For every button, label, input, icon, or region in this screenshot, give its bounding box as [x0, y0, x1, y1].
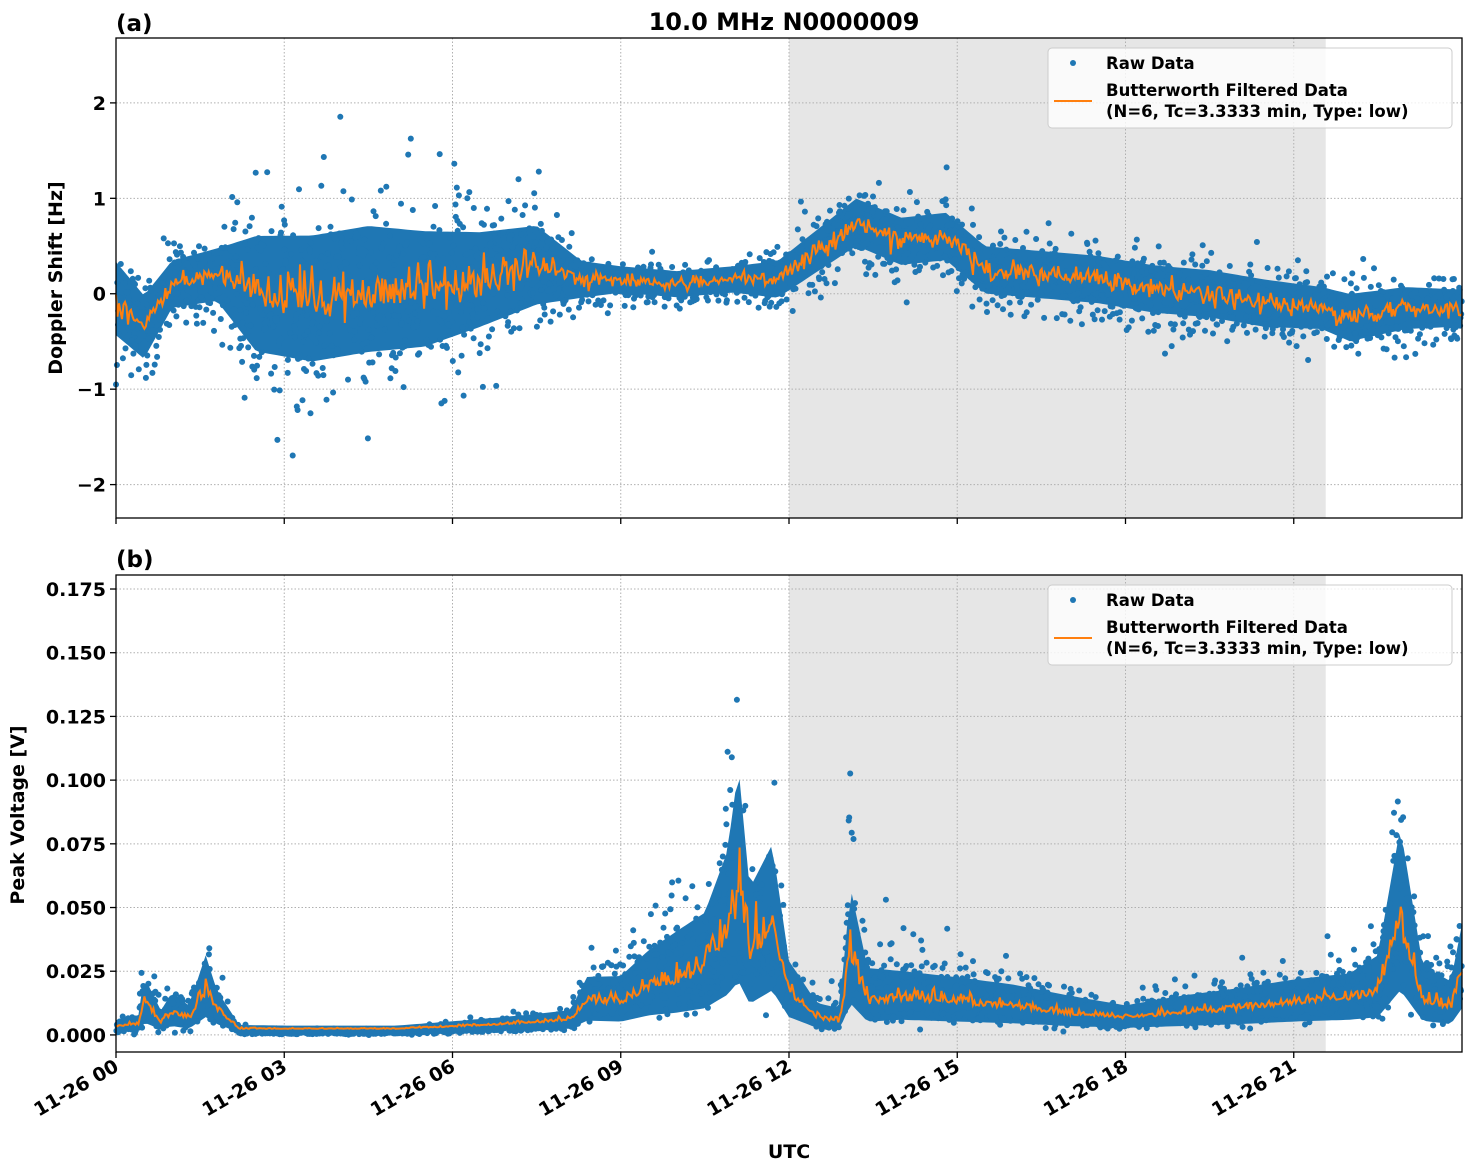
- legend-box: [1047, 47, 1453, 129]
- y-tick-label: 0.050: [46, 898, 106, 920]
- raw-data-scatter: [113, 696, 1465, 1038]
- y-tick-label: −2: [77, 475, 106, 497]
- y-tick-label: −1: [77, 379, 106, 401]
- panel-a-doppler-shift: −2 −1 0 1 2 (a) 10.0 MHz N0000009 Doppler Sh…: [45, 8, 1465, 524]
- x-ticks: 11-26 00 11-26 03 11-26 06 11-26 09 11-26 12…: [30, 1052, 1300, 1121]
- x-tick-label: 11-26 03: [198, 1055, 290, 1121]
- y-tick-label: 0.150: [46, 643, 106, 665]
- filtered-data-line: [115, 218, 1463, 331]
- y-tick-label: 2: [93, 93, 106, 115]
- x-tick-label: 11-26 18: [1040, 1055, 1132, 1121]
- legend-filtered-label-line1: Butterworth Filtered Data: [1106, 81, 1348, 100]
- chart-title: 10.0 MHz N0000009: [649, 8, 920, 36]
- y-tick-label: 0.175: [46, 579, 106, 601]
- y-tick-label: 0.125: [46, 706, 106, 728]
- y-ticks: 0.000 0.025 0.050 0.075 0.100 0.125 0.150 0.175: [46, 579, 116, 1047]
- x-tick-label: 11-26 06: [367, 1055, 459, 1121]
- legend-raw-label: Raw Data: [1106, 54, 1195, 73]
- legend-filtered-label-line1: Butterworth Filtered Data: [1106, 618, 1348, 637]
- legend-filtered-label-line2: (N=6, Tc=3.3333 min, Type: low): [1106, 102, 1409, 121]
- y-tick-label: 0.075: [46, 834, 106, 856]
- legend-raw-label: Raw Data: [1106, 591, 1195, 610]
- raw-data-points: [113, 696, 1465, 1038]
- y-tick-label: 0.100: [46, 770, 106, 792]
- grid-lines: [116, 38, 1462, 518]
- x-ticks: [115, 518, 1295, 524]
- raw-data-scatter: [113, 113, 1465, 459]
- y-axis-label: Doppler Shift [Hz]: [45, 181, 67, 374]
- legend: Raw Data Butterworth Filtered Data (N=6,…: [1047, 47, 1453, 129]
- y-tick-label: 0.025: [46, 961, 106, 983]
- x-tick-label: 11-26 12: [703, 1055, 795, 1121]
- x-tick-label: 11-26 21: [1208, 1055, 1300, 1121]
- panel-b-peak-voltage: 0.000 0.025 0.050 0.075 0.100 0.125 0.150 0.175…: [7, 547, 1465, 1163]
- filtered-data-line: [115, 847, 1463, 1030]
- legend-filtered-label-line2: (N=6, Tc=3.3333 min, Type: low): [1106, 639, 1409, 658]
- legend-raw-marker: [1070, 597, 1076, 603]
- x-axis-label: UTC: [768, 1141, 810, 1163]
- x-tick-label: 11-26 00: [30, 1055, 122, 1121]
- y-tick-label: 0.000: [46, 1025, 106, 1047]
- y-axis-label: Peak Voltage [V]: [7, 725, 29, 904]
- legend: Raw Data Butterworth Filtered Data (N=6,…: [1047, 584, 1453, 666]
- y-ticks: −2 −1 0 1 2: [77, 93, 116, 497]
- raw-data-band: [116, 779, 1462, 1033]
- legend-box: [1047, 584, 1453, 666]
- panel-label-b: (b): [116, 547, 154, 573]
- x-tick-label: 11-26 09: [535, 1055, 627, 1121]
- y-tick-label: 0: [93, 284, 106, 306]
- x-tick-label: 11-26 15: [871, 1055, 963, 1121]
- raw-data-points: [113, 113, 1465, 459]
- legend-raw-marker: [1070, 60, 1076, 66]
- panel-label-a: (a): [116, 11, 153, 37]
- y-tick-label: 1: [93, 188, 106, 210]
